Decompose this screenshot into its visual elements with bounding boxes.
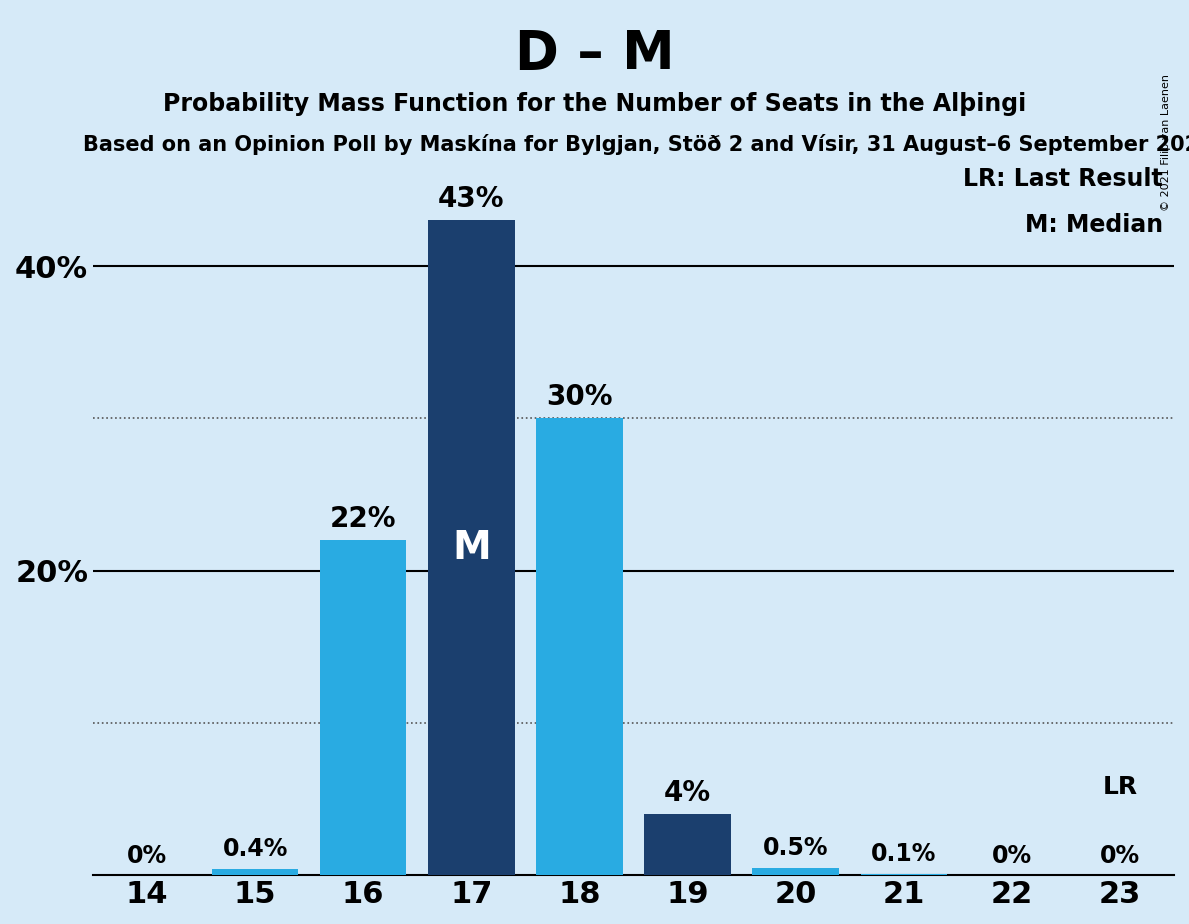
Text: D – M: D – M bbox=[515, 28, 674, 79]
Text: 0%: 0% bbox=[127, 844, 168, 868]
Bar bbox=[320, 541, 407, 875]
Text: M: Median: M: Median bbox=[1025, 213, 1163, 237]
Text: 0%: 0% bbox=[1100, 844, 1140, 868]
Text: © 2021 Filip van Laenen: © 2021 Filip van Laenen bbox=[1162, 74, 1171, 211]
Text: Probability Mass Function for the Number of Seats in the Alþingi: Probability Mass Function for the Number… bbox=[163, 92, 1026, 116]
Text: 0.1%: 0.1% bbox=[872, 842, 937, 866]
Text: 22%: 22% bbox=[331, 505, 396, 532]
Text: 0%: 0% bbox=[992, 844, 1032, 868]
Text: 0.4%: 0.4% bbox=[222, 837, 288, 861]
Text: LR: LR bbox=[1102, 775, 1138, 799]
Bar bbox=[212, 869, 298, 875]
Bar bbox=[644, 814, 731, 875]
Bar bbox=[536, 419, 623, 875]
Text: 4%: 4% bbox=[663, 779, 711, 807]
Text: 0.5%: 0.5% bbox=[763, 836, 829, 860]
Text: 30%: 30% bbox=[546, 383, 612, 411]
Bar bbox=[753, 868, 839, 875]
Text: Based on an Opinion Poll by Maskína for Bylgjan, Stöð 2 and Vísir, 31 August–6 S: Based on an Opinion Poll by Maskína for … bbox=[83, 134, 1189, 155]
Text: M: M bbox=[452, 529, 491, 566]
Text: LR: Last Result: LR: Last Result bbox=[963, 167, 1163, 191]
Bar bbox=[428, 221, 515, 875]
Bar bbox=[861, 873, 946, 875]
Text: 43%: 43% bbox=[438, 185, 504, 213]
